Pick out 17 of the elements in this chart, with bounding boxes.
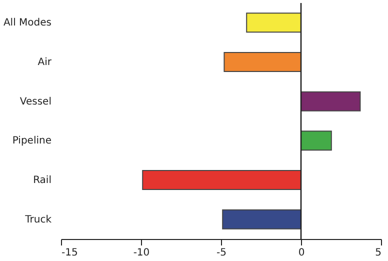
x-tick-label: 5 bbox=[375, 248, 382, 258]
y-tick-label: All Modes bbox=[3, 18, 52, 29]
x-tick-label: -10 bbox=[133, 248, 150, 258]
bar bbox=[142, 170, 302, 190]
bar bbox=[224, 52, 302, 72]
y-tick-label: Air bbox=[38, 57, 52, 68]
y-tick-label: Rail bbox=[33, 175, 52, 186]
x-tick-label: 0 bbox=[298, 248, 305, 258]
y-tick-label: Truck bbox=[24, 214, 52, 226]
x-tick-label: -15 bbox=[62, 248, 78, 258]
bar bbox=[300, 91, 361, 112]
y-tick-label: Vessel bbox=[20, 96, 52, 108]
x-tick-label: -5 bbox=[216, 248, 226, 258]
bar bbox=[246, 12, 302, 33]
bar bbox=[300, 130, 332, 151]
y-tick-label: Pipeline bbox=[12, 136, 52, 147]
bar bbox=[222, 209, 302, 230]
